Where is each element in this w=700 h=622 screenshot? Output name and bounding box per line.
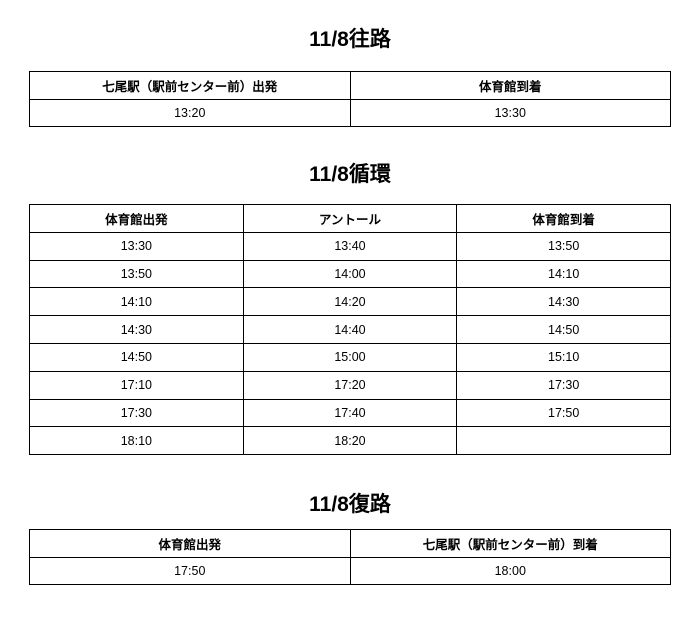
table-row: 13:50 14:00 14:10 bbox=[29, 259, 671, 289]
column-header: 体育館到着 bbox=[456, 204, 671, 233]
time-cell: 14:30 bbox=[29, 315, 244, 344]
table-row: 18:10 18:20 bbox=[29, 426, 671, 456]
time-cell: 17:20 bbox=[242, 370, 458, 400]
table-row: 13:20 13:30 bbox=[29, 98, 671, 127]
time-cell: 14:10 bbox=[456, 259, 671, 289]
time-cell: 13:20 bbox=[29, 98, 351, 127]
time-cell: 14:00 bbox=[242, 259, 458, 289]
time-cell: 17:50 bbox=[456, 398, 671, 428]
header-row: 体育館出発 七尾駅（駅前センター前）到着 bbox=[29, 529, 671, 558]
time-cell: 13:50 bbox=[456, 231, 671, 261]
time-cell: 14:20 bbox=[242, 287, 458, 317]
time-cell: 14:50 bbox=[29, 342, 244, 372]
table-row: 14:30 14:40 14:50 bbox=[29, 315, 671, 344]
time-cell: 18:10 bbox=[29, 426, 244, 456]
section-title-return: 11/8復路 bbox=[309, 493, 391, 516]
table-row: 14:50 15:00 15:10 bbox=[29, 342, 671, 372]
time-cell: 13:30 bbox=[349, 98, 671, 127]
column-header: 七尾駅（駅前センター前）到着 bbox=[349, 529, 671, 558]
time-cell: 17:40 bbox=[242, 398, 458, 428]
table-row: 13:30 13:40 13:50 bbox=[29, 231, 671, 261]
time-cell: 15:00 bbox=[242, 342, 458, 372]
table-row: 14:10 14:20 14:30 bbox=[29, 287, 671, 317]
section-title-outbound: 11/8往路 bbox=[309, 28, 391, 51]
column-header: アントール bbox=[242, 204, 458, 233]
time-cell: 18:00 bbox=[349, 556, 671, 585]
header-row: 体育館出発 アントール 体育館到着 bbox=[29, 204, 671, 233]
table-row: 17:10 17:20 17:30 bbox=[29, 370, 671, 400]
time-cell: 18:20 bbox=[242, 426, 458, 456]
time-cell: 17:50 bbox=[29, 556, 351, 585]
column-header: 体育館出発 bbox=[29, 204, 244, 233]
time-cell: 13:40 bbox=[242, 231, 458, 261]
time-cell: 14:30 bbox=[456, 287, 671, 317]
loop-table: 体育館出発 アントール 体育館到着 13:30 13:40 13:50 13:50 14:00… bbox=[29, 204, 671, 456]
column-header: 体育館到着 bbox=[349, 71, 671, 100]
time-cell: 17:30 bbox=[29, 398, 244, 428]
time-cell: 14:40 bbox=[242, 315, 458, 344]
time-cell: 14:10 bbox=[29, 287, 244, 317]
section-title-loop: 11/8循環 bbox=[309, 163, 391, 186]
time-cell: 15:10 bbox=[456, 342, 671, 372]
header-row: 七尾駅（駅前センター前）出発 体育館到着 bbox=[29, 71, 671, 100]
outbound-table: 七尾駅（駅前センター前）出発 体育館到着 13:20 13:30 bbox=[29, 71, 671, 127]
time-cell: 17:30 bbox=[456, 370, 671, 400]
time-cell: 17:10 bbox=[29, 370, 244, 400]
table-row: 17:50 18:00 bbox=[29, 556, 671, 585]
time-cell: 13:50 bbox=[29, 259, 244, 289]
table-row: 17:30 17:40 17:50 bbox=[29, 398, 671, 428]
column-header: 体育館出発 bbox=[29, 529, 351, 558]
return-table: 体育館出発 七尾駅（駅前センター前）到着 17:50 18:00 bbox=[29, 529, 671, 585]
time-cell bbox=[456, 426, 671, 456]
column-header: 七尾駅（駅前センター前）出発 bbox=[29, 71, 351, 100]
time-cell: 14:50 bbox=[456, 315, 671, 344]
time-cell: 13:30 bbox=[29, 231, 244, 261]
